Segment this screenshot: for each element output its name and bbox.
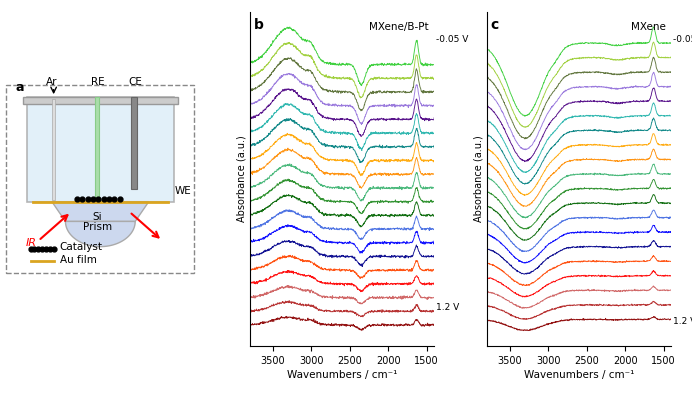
Text: -0.05 V: -0.05 V <box>436 35 468 44</box>
FancyBboxPatch shape <box>27 97 174 202</box>
Text: Si: Si <box>93 213 102 222</box>
X-axis label: Wavenumbers / cm⁻¹: Wavenumbers / cm⁻¹ <box>524 370 634 380</box>
Text: CE: CE <box>129 77 143 87</box>
Y-axis label: Absorbance (a.u.): Absorbance (a.u.) <box>237 136 247 222</box>
FancyBboxPatch shape <box>131 97 137 189</box>
Text: WE: WE <box>175 186 192 196</box>
Text: 1.2 V: 1.2 V <box>673 317 692 326</box>
Polygon shape <box>66 221 135 247</box>
Text: Au film: Au film <box>60 255 96 265</box>
Text: MXene: MXene <box>631 22 666 32</box>
Text: c: c <box>491 18 499 33</box>
Text: Catalyst: Catalyst <box>60 242 102 252</box>
Text: MXene/B-Pt: MXene/B-Pt <box>369 22 428 32</box>
FancyBboxPatch shape <box>52 99 55 200</box>
Text: Ar: Ar <box>46 77 57 87</box>
Text: b: b <box>253 18 263 33</box>
Text: RE: RE <box>91 77 104 87</box>
Polygon shape <box>52 202 149 221</box>
Y-axis label: Absorbance (a.u.): Absorbance (a.u.) <box>474 136 484 222</box>
FancyBboxPatch shape <box>23 97 178 104</box>
X-axis label: Wavenumbers / cm⁻¹: Wavenumbers / cm⁻¹ <box>286 370 397 380</box>
Text: a: a <box>15 81 24 94</box>
Text: IR: IR <box>26 238 37 248</box>
Text: Prism: Prism <box>83 222 112 232</box>
Text: 1.2 V: 1.2 V <box>436 303 459 312</box>
Text: -0.05 V: -0.05 V <box>673 35 692 44</box>
FancyBboxPatch shape <box>95 97 100 200</box>
